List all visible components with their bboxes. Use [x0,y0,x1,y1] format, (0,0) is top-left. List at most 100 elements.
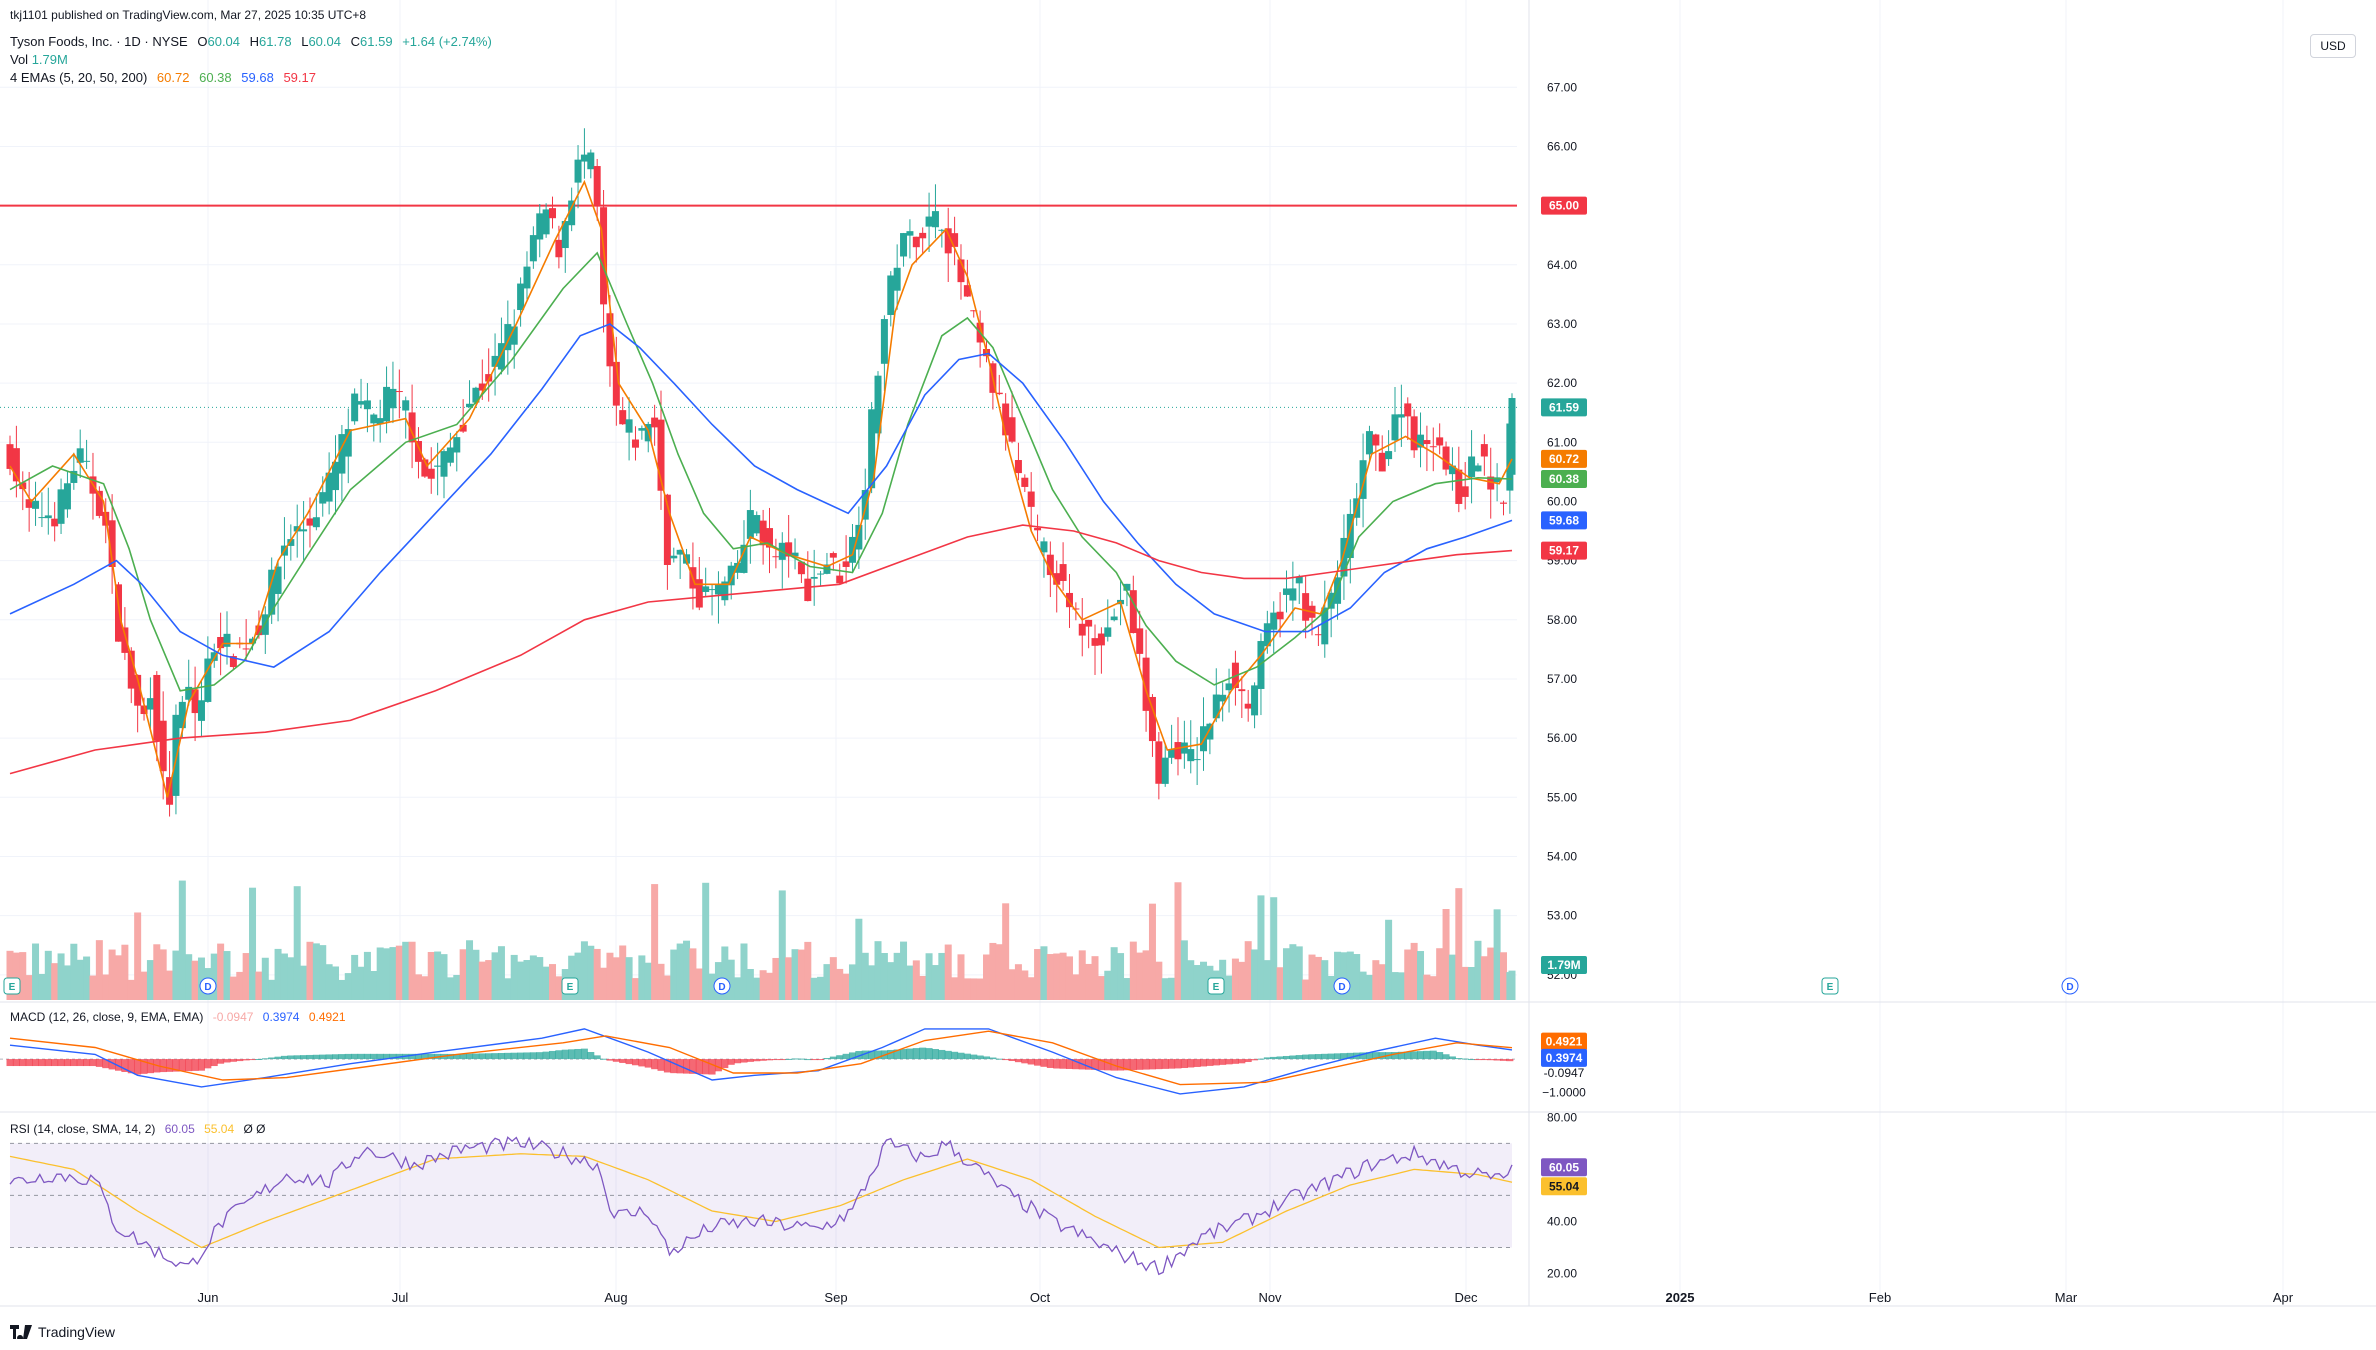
candle-body [115,584,123,642]
volume-bar [612,957,620,1000]
macd-histogram-bar [580,1048,588,1060]
price-tick-label: 62.00 [1547,376,1577,390]
volume-bar [210,953,218,1000]
macd-histogram-bar [32,1059,40,1067]
volume-bar [32,943,40,1000]
candle-body [1251,685,1259,716]
candle-body [631,439,639,448]
macd-histogram-bar [714,1059,722,1072]
volume-bar [631,978,639,1000]
volume-bar [434,951,442,1000]
volume-bar [153,944,161,1000]
volume-bar [689,948,697,1000]
macd-histogram-bar [542,1051,550,1060]
macd-histogram-bar [204,1059,212,1069]
volume-bar [868,965,876,1000]
candle-body [108,520,116,568]
last-price-label-bg [1541,398,1587,417]
macd-histogram-bar [236,1059,244,1062]
footer-brand-text: TradingView [38,1324,116,1340]
volume-bar [983,954,991,1000]
macd-histogram-bar [1212,1059,1220,1066]
candle-body [255,625,263,636]
candle-body [1391,414,1399,441]
candle-body [395,391,403,393]
candle-body [517,283,525,311]
volume-bar [1410,942,1418,1000]
macd-histogram-bar [1429,1050,1437,1060]
ema-price-label: 59.17 [1549,544,1579,558]
candle-body [721,581,729,601]
macd-histogram-bar [1027,1059,1035,1065]
candle-body [523,266,531,289]
event-marker: D [1333,977,1351,995]
macd-histogram-bar [1231,1059,1239,1064]
candle-body [734,562,742,573]
volume-bar [1276,967,1284,1000]
ema-price-label-bg [1541,449,1587,468]
macd-histogram-bar [1123,1059,1131,1071]
candle-body [1078,623,1086,636]
macd-histogram-bar [1455,1058,1463,1060]
volume-bar [721,946,729,1000]
ema200-value: 59.17 [283,70,316,85]
candle-body [389,388,397,409]
macd-histogram-bar [804,1059,812,1061]
macd-histogram-bar [944,1050,952,1060]
candle-body [606,313,614,367]
volume-bar [344,973,352,1000]
macd-histogram-bar [344,1053,352,1060]
candle-body [38,517,46,519]
volume-bar [89,975,97,1000]
rsi-tick-label: 20.00 [1547,1267,1577,1281]
volume-bar [1423,974,1431,1000]
price-tick-label: 55.00 [1547,790,1577,804]
macd-histogram-bar [1346,1052,1354,1060]
macd-histogram-bar [931,1049,939,1060]
volume-bar [861,952,869,1000]
macd-value: 0.3974 [262,1010,300,1024]
macd-histogram-bar [638,1059,646,1067]
volume-bar [963,978,971,1000]
volume-bar [1499,952,1507,1000]
macd-histogram-bar [70,1059,78,1067]
macd-histogram-bar [166,1059,174,1072]
macd-histogram-bar [185,1059,193,1072]
macd-histogram-bar [836,1055,844,1060]
macd-histogram-bar [1148,1059,1156,1070]
macd-histogram-bar [370,1053,378,1060]
volume-bar [1148,903,1156,1000]
event-marker-text: E [567,982,574,993]
volume-bar [1270,897,1278,1000]
macd-histogram-bar [1129,1059,1137,1071]
volume-bar [1059,952,1067,1000]
volume-bar [989,942,997,1000]
volume-bar [1180,940,1188,1000]
volume-bar [102,974,110,1000]
volume-bar [995,944,1003,1000]
macd-histogram-bar [312,1054,320,1060]
candle-body [708,589,716,591]
time-tick-label: Jun [198,1290,219,1305]
candle-body [1225,683,1233,691]
candle-body [542,209,550,235]
candle-body [957,259,965,283]
candle-body [580,154,588,162]
volume-bar [76,959,84,1000]
candle-body [912,236,920,248]
candle-body [1212,694,1220,719]
volume-bar [351,954,359,1000]
volume-bar [727,959,735,1000]
footer-brand[interactable]: TradingView [10,1324,115,1340]
candle-body [855,524,863,550]
macd-histogram-bar [1295,1055,1303,1060]
macd-histogram-bar [478,1053,486,1060]
volume-bar [1391,972,1399,1000]
candle-body [172,714,180,796]
macd-histogram-bar [325,1054,333,1060]
volume-bar [312,943,320,1000]
currency-button[interactable]: USD [2310,34,2356,58]
macd-histogram-bar [1014,1059,1022,1063]
macd-histogram-bar [549,1050,557,1060]
